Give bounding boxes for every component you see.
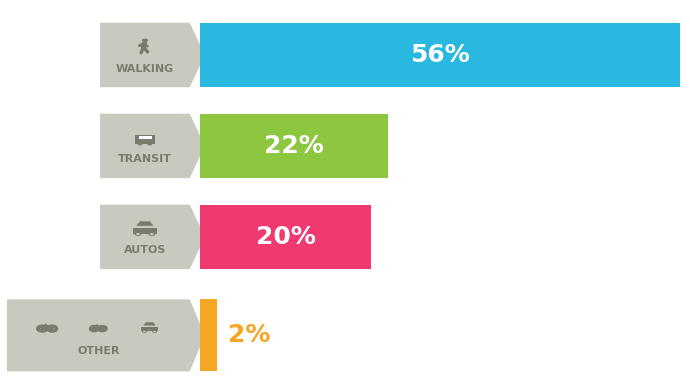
Polygon shape xyxy=(100,205,205,269)
Bar xyxy=(200,114,388,178)
Bar xyxy=(200,299,217,371)
Circle shape xyxy=(150,233,154,235)
Text: 2%: 2% xyxy=(228,323,270,348)
Text: TRANSIT: TRANSIT xyxy=(118,155,172,164)
Text: 22%: 22% xyxy=(264,134,324,158)
Circle shape xyxy=(142,330,147,333)
Polygon shape xyxy=(144,322,156,326)
Bar xyxy=(141,327,159,331)
Bar xyxy=(139,136,146,139)
Bar xyxy=(200,205,371,269)
Text: OTHER: OTHER xyxy=(77,346,119,356)
Circle shape xyxy=(148,232,155,236)
Circle shape xyxy=(152,330,157,333)
Circle shape xyxy=(143,331,146,332)
Circle shape xyxy=(135,232,141,236)
Bar xyxy=(146,136,152,139)
Bar xyxy=(200,23,680,87)
Polygon shape xyxy=(100,23,205,87)
Bar xyxy=(132,229,157,234)
Polygon shape xyxy=(7,299,205,371)
Text: AUTOS: AUTOS xyxy=(124,246,166,255)
Text: 20%: 20% xyxy=(256,225,315,249)
Circle shape xyxy=(137,143,142,146)
Circle shape xyxy=(153,331,156,332)
Text: 56%: 56% xyxy=(410,43,470,67)
Circle shape xyxy=(148,143,152,146)
Circle shape xyxy=(142,39,148,42)
Text: WALKING: WALKING xyxy=(116,64,174,74)
Circle shape xyxy=(136,233,140,235)
Bar xyxy=(135,135,155,144)
Polygon shape xyxy=(100,114,205,178)
Polygon shape xyxy=(136,221,154,226)
